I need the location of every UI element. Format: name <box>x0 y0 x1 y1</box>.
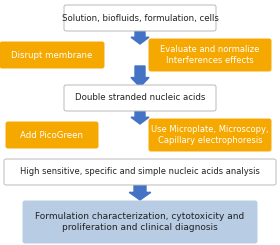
Text: Solution, biofluids, formulation, cells: Solution, biofluids, formulation, cells <box>62 13 218 23</box>
Text: Use Microplate, Microscopy,
Capillary electrophoresis: Use Microplate, Microscopy, Capillary el… <box>151 125 269 145</box>
Text: Formulation characterization, cytotoxicity and
proliferation and clinical diagno: Formulation characterization, cytotoxici… <box>35 212 245 232</box>
Polygon shape <box>129 183 151 200</box>
Polygon shape <box>131 66 149 87</box>
FancyBboxPatch shape <box>149 119 271 151</box>
FancyBboxPatch shape <box>64 5 216 31</box>
FancyBboxPatch shape <box>4 159 276 185</box>
Text: Evaluate and normalize
Interferences effects: Evaluate and normalize Interferences eff… <box>160 45 260 65</box>
FancyBboxPatch shape <box>0 42 104 68</box>
Text: High sensitive, specific and simple nucleic acids analysis: High sensitive, specific and simple nucl… <box>20 168 260 176</box>
Text: Disrupt membrane: Disrupt membrane <box>11 50 93 60</box>
FancyBboxPatch shape <box>149 39 271 71</box>
Text: Double stranded nucleic acids: Double stranded nucleic acids <box>75 94 205 102</box>
FancyBboxPatch shape <box>64 85 216 111</box>
Polygon shape <box>131 29 149 44</box>
Polygon shape <box>131 109 149 124</box>
Text: Add PicoGreen: Add PicoGreen <box>20 131 83 139</box>
FancyBboxPatch shape <box>23 201 257 243</box>
FancyBboxPatch shape <box>6 122 98 148</box>
